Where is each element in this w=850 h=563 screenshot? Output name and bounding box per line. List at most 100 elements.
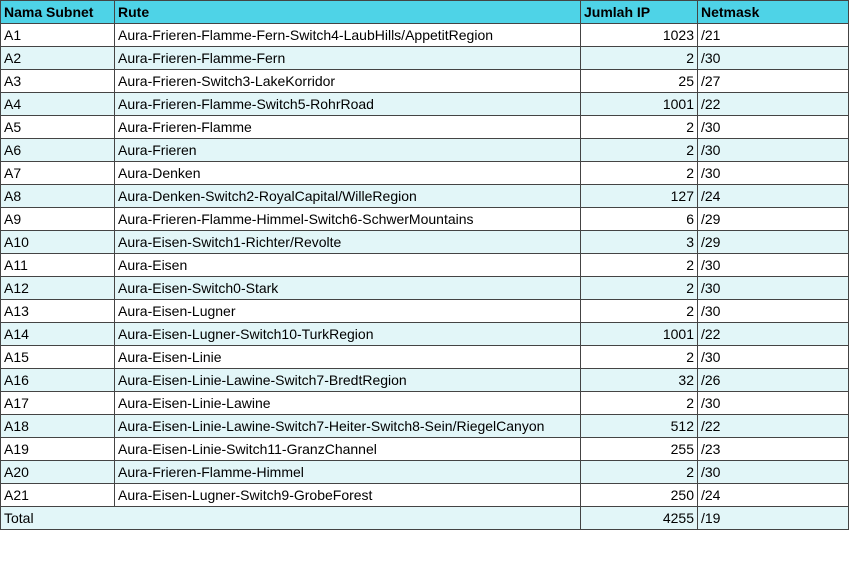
header-netmask[interactable]: Netmask: [697, 0, 849, 24]
cell-netmask[interactable]: /29: [697, 230, 849, 254]
cell-netmask[interactable]: /22: [697, 92, 849, 116]
total-mask-cell[interactable]: /19: [697, 506, 849, 530]
table-row: A8 Aura-Denken-Switch2-RoyalCapital/Wille…: [0, 184, 849, 208]
cell-nama-subnet[interactable]: A8: [0, 184, 115, 208]
cell-rute[interactable]: Aura-Frieren-Flamme-Himmel-Switch6-Schwe…: [114, 207, 581, 231]
cell-nama-subnet[interactable]: A11: [0, 253, 115, 277]
cell-jumlah-ip[interactable]: 512: [580, 414, 698, 438]
cell-jumlah-ip[interactable]: 2: [580, 138, 698, 162]
cell-jumlah-ip[interactable]: 2: [580, 460, 698, 484]
cell-nama-subnet[interactable]: A2: [0, 46, 115, 70]
cell-netmask[interactable]: /27: [697, 69, 849, 93]
table-row: A20 Aura-Frieren-Flamme-Himmel 2/30: [0, 460, 849, 484]
cell-nama-subnet[interactable]: A16: [0, 368, 115, 392]
cell-jumlah-ip[interactable]: 250: [580, 483, 698, 507]
cell-jumlah-ip[interactable]: 3: [580, 230, 698, 254]
cell-nama-subnet[interactable]: A14: [0, 322, 115, 346]
cell-rute[interactable]: Aura-Eisen-Lugner-Switch9-GrobeForest: [114, 483, 581, 507]
cell-jumlah-ip[interactable]: 1001: [580, 322, 698, 346]
cell-nama-subnet[interactable]: A19: [0, 437, 115, 461]
cell-nama-subnet[interactable]: A1: [0, 23, 115, 47]
cell-rute[interactable]: Aura-Frieren-Switch3-LakeKorridor: [114, 69, 581, 93]
table-row: A11 Aura-Eisen 2/30: [0, 253, 849, 277]
cell-rute[interactable]: Aura-Eisen-Linie-Switch11-GranzChannel: [114, 437, 581, 461]
cell-jumlah-ip[interactable]: 255: [580, 437, 698, 461]
cell-nama-subnet[interactable]: A18: [0, 414, 115, 438]
cell-netmask[interactable]: /24: [697, 483, 849, 507]
cell-rute[interactable]: Aura-Eisen-Linie-Lawine-Switch7-BredtReg…: [114, 368, 581, 392]
cell-netmask[interactable]: /30: [697, 276, 849, 300]
cell-netmask[interactable]: /24: [697, 184, 849, 208]
cell-rute[interactable]: Aura-Eisen-Switch0-Stark: [114, 276, 581, 300]
cell-rute[interactable]: Aura-Eisen-Lugner-Switch10-TurkRegion: [114, 322, 581, 346]
cell-rute[interactable]: Aura-Frieren-Flamme: [114, 115, 581, 139]
cell-jumlah-ip[interactable]: 127: [580, 184, 698, 208]
cell-jumlah-ip[interactable]: 25: [580, 69, 698, 93]
cell-rute[interactable]: Aura-Eisen-Switch1-Richter/Revolte: [114, 230, 581, 254]
cell-netmask[interactable]: /21: [697, 23, 849, 47]
cell-jumlah-ip[interactable]: 1023: [580, 23, 698, 47]
cell-netmask[interactable]: /30: [697, 115, 849, 139]
cell-rute[interactable]: Aura-Frieren-Flamme-Himmel: [114, 460, 581, 484]
subnet-table: Nama Subnet Rute Jumlah IP Netmask A1 Aur…: [0, 0, 849, 530]
table-row: A5 Aura-Frieren-Flamme 2/30: [0, 115, 849, 139]
cell-rute[interactable]: Aura-Frieren-Flamme-Switch5-RohrRoad: [114, 92, 581, 116]
cell-jumlah-ip[interactable]: 32: [580, 368, 698, 392]
cell-netmask[interactable]: /30: [697, 253, 849, 277]
cell-netmask[interactable]: /30: [697, 138, 849, 162]
cell-netmask[interactable]: /22: [697, 414, 849, 438]
cell-jumlah-ip[interactable]: 2: [580, 345, 698, 369]
table-row: A1 Aura-Frieren-Flamme-Fern-Switch4-LaubH…: [0, 23, 849, 47]
cell-rute[interactable]: Aura-Eisen-Lugner: [114, 299, 581, 323]
cell-nama-subnet[interactable]: A17: [0, 391, 115, 415]
table-row: A2 Aura-Frieren-Flamme-Fern 2/30: [0, 46, 849, 70]
cell-nama-subnet[interactable]: A12: [0, 276, 115, 300]
cell-rute[interactable]: Aura-Denken-Switch2-RoyalCapital/WilleRe…: [114, 184, 581, 208]
cell-rute[interactable]: Aura-Frieren: [114, 138, 581, 162]
cell-netmask[interactable]: /30: [697, 46, 849, 70]
cell-jumlah-ip[interactable]: 2: [580, 299, 698, 323]
cell-rute[interactable]: Aura-Denken: [114, 161, 581, 185]
cell-jumlah-ip[interactable]: 2: [580, 46, 698, 70]
total-label[interactable]: Total: [0, 506, 581, 530]
table-row: A4 Aura-Frieren-Flamme-Switch5-RohrRoad 10…: [0, 92, 849, 116]
cell-rute[interactable]: Aura-Frieren-Flamme-Fern: [114, 46, 581, 70]
cell-nama-subnet[interactable]: A20: [0, 460, 115, 484]
cell-netmask[interactable]: /30: [697, 299, 849, 323]
cell-rute[interactable]: Aura-Eisen: [114, 253, 581, 277]
cell-netmask[interactable]: /30: [697, 345, 849, 369]
cell-netmask[interactable]: /22: [697, 322, 849, 346]
cell-nama-subnet[interactable]: A3: [0, 69, 115, 93]
cell-netmask[interactable]: /30: [697, 460, 849, 484]
cell-netmask[interactable]: /29: [697, 207, 849, 231]
cell-nama-subnet[interactable]: A5: [0, 115, 115, 139]
cell-nama-subnet[interactable]: A15: [0, 345, 115, 369]
cell-rute[interactable]: Aura-Eisen-Linie-Lawine: [114, 391, 581, 415]
cell-nama-subnet[interactable]: A4: [0, 92, 115, 116]
cell-nama-subnet[interactable]: A7: [0, 161, 115, 185]
cell-jumlah-ip[interactable]: 1001: [580, 92, 698, 116]
cell-jumlah-ip[interactable]: 2: [580, 115, 698, 139]
cell-jumlah-ip[interactable]: 6: [580, 207, 698, 231]
cell-jumlah-ip[interactable]: 2: [580, 391, 698, 415]
cell-netmask[interactable]: /26: [697, 368, 849, 392]
header-jumlah-ip[interactable]: Jumlah IP: [580, 0, 698, 24]
cell-rute[interactable]: Aura-Frieren-Flamme-Fern-Switch4-LaubHil…: [114, 23, 581, 47]
cell-netmask[interactable]: /30: [697, 161, 849, 185]
cell-nama-subnet[interactable]: A21: [0, 483, 115, 507]
cell-rute[interactable]: Aura-Eisen-Linie: [114, 345, 581, 369]
cell-jumlah-ip[interactable]: 2: [580, 253, 698, 277]
cell-nama-subnet[interactable]: A10: [0, 230, 115, 254]
total-ip-cell[interactable]: 4255: [580, 506, 698, 530]
cell-nama-subnet[interactable]: A6: [0, 138, 115, 162]
cell-nama-subnet[interactable]: A13: [0, 299, 115, 323]
cell-jumlah-ip[interactable]: 2: [580, 276, 698, 300]
header-rute[interactable]: Rute: [114, 0, 581, 24]
cell-netmask[interactable]: /30: [697, 391, 849, 415]
table-row: A21 Aura-Eisen-Lugner-Switch9-GrobeForest…: [0, 483, 849, 507]
cell-jumlah-ip[interactable]: 2: [580, 161, 698, 185]
cell-netmask[interactable]: /23: [697, 437, 849, 461]
cell-nama-subnet[interactable]: A9: [0, 207, 115, 231]
header-nama-subnet[interactable]: Nama Subnet: [0, 0, 115, 24]
cell-rute[interactable]: Aura-Eisen-Linie-Lawine-Switch7-Heiter-S…: [114, 414, 581, 438]
